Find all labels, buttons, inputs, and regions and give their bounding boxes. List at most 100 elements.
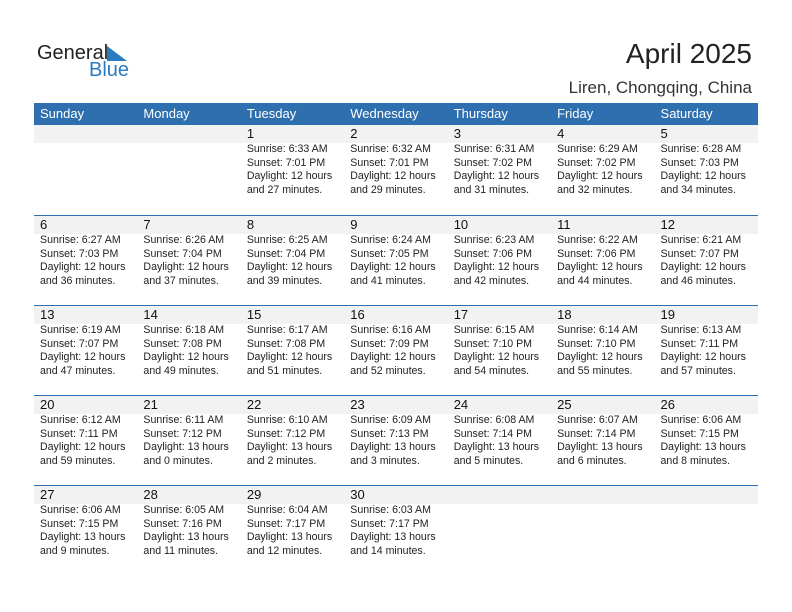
daylight2-text: and 32 minutes. xyxy=(557,183,633,196)
daylight1-text: Daylight: 12 hours xyxy=(557,261,643,274)
day-cell: 27 Sunrise: 6:06 AM Sunset: 7:15 PM Dayligh… xyxy=(34,486,137,558)
daylight2-text: and 52 minutes. xyxy=(350,364,426,377)
date-strip xyxy=(34,216,758,234)
day-number: 23 xyxy=(350,397,365,412)
sunrise-text: Sunrise: 6:14 AM xyxy=(557,324,638,336)
daylight1-text: Daylight: 12 hours xyxy=(660,351,746,364)
day-cell: 10 Sunrise: 6:23 AM Sunset: 7:06 PM Dayligh… xyxy=(448,216,551,288)
day-number: 20 xyxy=(40,397,55,412)
daylight2-text: and 57 minutes. xyxy=(660,364,736,377)
daylight2-text: and 44 minutes. xyxy=(557,274,633,287)
page-title: April 2025 xyxy=(625,38,752,69)
sunrise-text: Sunrise: 6:07 AM xyxy=(557,414,638,426)
logo: General Blue xyxy=(37,42,132,82)
sunrise-text: Sunrise: 6:08 AM xyxy=(453,414,535,426)
weekday-monday: Monday xyxy=(143,106,190,121)
day-cell: 13 Sunrise: 6:19 AM Sunset: 7:07 PM Dayligh… xyxy=(34,306,137,378)
daylight1-text: Daylight: 12 hours xyxy=(350,261,436,274)
day-number: 18 xyxy=(557,307,572,322)
day-cell: 17 Sunrise: 6:15 AM Sunset: 7:10 PM Dayligh… xyxy=(448,306,551,378)
sunrise-text: Sunrise: 6:03 AM xyxy=(350,504,431,516)
sunrise-text: Sunrise: 6:05 AM xyxy=(143,504,225,516)
weekday-thursday: Thursday xyxy=(453,106,508,121)
day-number: 4 xyxy=(557,126,565,141)
daylight1-text: Daylight: 12 hours xyxy=(143,351,229,364)
sunrise-text: Sunrise: 6:23 AM xyxy=(453,234,535,246)
daylight2-text: and 14 minutes. xyxy=(350,544,426,557)
day-cell: 16 Sunrise: 6:16 AM Sunset: 7:09 PM Dayligh… xyxy=(344,306,447,378)
daylight2-text: and 37 minutes. xyxy=(143,274,219,287)
weekday-wednesday: Wednesday xyxy=(350,106,419,121)
empty-cell xyxy=(137,125,240,197)
daylight2-text: and 36 minutes. xyxy=(40,274,116,287)
week-row: 6 Sunrise: 6:27 AM Sunset: 7:03 PM Daylight… xyxy=(34,215,758,305)
sunrise-text: Sunrise: 6:18 AM xyxy=(143,324,225,336)
sunset-text: Sunset: 7:02 PM xyxy=(557,156,636,169)
day-number: 22 xyxy=(246,397,262,412)
sunset-text: Sunset: 7:01 PM xyxy=(350,156,429,169)
daylight2-text: and 55 minutes. xyxy=(557,364,633,377)
sunrise-text: Sunrise: 6:32 AM xyxy=(350,143,431,155)
sunrise-text: Sunrise: 6:12 AM xyxy=(40,414,121,426)
sunrise-text: Sunrise: 6:16 AM xyxy=(350,324,431,336)
daylight2-text: and 8 minutes. xyxy=(660,454,731,467)
sunset-text: Sunset: 7:04 PM xyxy=(246,247,326,260)
daylight1-text: Daylight: 13 hours xyxy=(40,531,126,544)
day-number: 6 xyxy=(40,217,48,232)
day-number: 15 xyxy=(246,307,262,322)
day-number: 19 xyxy=(660,307,675,322)
day-cell: 6 Sunrise: 6:27 AM Sunset: 7:03 PM Daylight… xyxy=(34,216,137,288)
sunrise-text: Sunrise: 6:22 AM xyxy=(557,234,638,246)
sunset-text: Sunset: 7:11 PM xyxy=(40,427,118,440)
weekday-header: Sunday Monday Tuesday Wednesday Thursday Frid… xyxy=(34,103,758,125)
day-number: 24 xyxy=(453,397,469,412)
day-cell: 18 Sunrise: 6:14 AM Sunset: 7:10 PM Dayligh… xyxy=(551,306,654,378)
day-cell: 8 Sunrise: 6:25 AM Sunset: 7:04 PM Daylight… xyxy=(241,216,344,288)
daylight2-text: and 3 minutes. xyxy=(350,454,420,467)
location: Liren, Chongqing, China xyxy=(568,78,752,97)
weekday-friday: Friday xyxy=(557,106,594,121)
logo-blue: Blue xyxy=(89,59,130,81)
daylight1-text: Daylight: 12 hours xyxy=(143,261,229,274)
daylight1-text: Daylight: 13 hours xyxy=(350,441,436,454)
daylight1-text: Daylight: 12 hours xyxy=(453,351,540,364)
sunset-text: Sunset: 7:12 PM xyxy=(246,427,326,440)
sunset-text: Sunset: 7:08 PM xyxy=(143,337,222,350)
daylight1-text: Daylight: 12 hours xyxy=(40,441,126,454)
daylight2-text: and 27 minutes. xyxy=(246,183,323,196)
sunset-text: Sunset: 7:02 PM xyxy=(453,156,533,169)
sunrise-text: Sunrise: 6:06 AM xyxy=(40,504,121,516)
day-cell: 9 Sunrise: 6:24 AM Sunset: 7:05 PM Daylight… xyxy=(344,216,447,288)
sunrise-text: Sunrise: 6:13 AM xyxy=(660,324,742,336)
sunset-text: Sunset: 7:14 PM xyxy=(453,427,533,440)
logo-triangle-icon xyxy=(107,46,127,61)
logo-general: General xyxy=(37,42,109,64)
day-cell: 29 Sunrise: 6:04 AM Sunset: 7:17 PM Dayligh… xyxy=(241,486,344,558)
day-cell: 30 Sunrise: 6:03 AM Sunset: 7:17 PM Dayligh… xyxy=(344,486,447,558)
sunrise-text: Sunrise: 6:24 AM xyxy=(350,234,431,246)
sunset-text: Sunset: 7:04 PM xyxy=(143,247,222,260)
daylight2-text: and 54 minutes. xyxy=(453,364,530,377)
sunrise-text: Sunrise: 6:11 AM xyxy=(143,414,224,426)
week-row: 1 Sunrise: 6:33 AM Sunset: 7:01 PM Daylight… xyxy=(34,125,758,215)
date-strip xyxy=(34,306,758,324)
daylight2-text: and 31 minutes. xyxy=(453,183,530,196)
daylight1-text: Daylight: 12 hours xyxy=(557,351,643,364)
sunrise-text: Sunrise: 6:17 AM xyxy=(246,324,328,336)
daylight2-text: and 51 minutes. xyxy=(246,364,323,377)
daylight1-text: Daylight: 12 hours xyxy=(40,351,126,364)
sunrise-text: Sunrise: 6:28 AM xyxy=(660,143,742,155)
daylight1-text: Daylight: 12 hours xyxy=(350,170,436,183)
day-cell: 11 Sunrise: 6:22 AM Sunset: 7:06 PM Dayligh… xyxy=(551,216,654,288)
daylight2-text: and 49 minutes. xyxy=(143,364,219,377)
day-cell: 25 Sunrise: 6:07 AM Sunset: 7:14 PM Dayligh… xyxy=(551,396,654,468)
day-number: 1 xyxy=(246,126,255,141)
sunset-text: Sunset: 7:15 PM xyxy=(40,517,119,530)
sunrise-text: Sunrise: 6:04 AM xyxy=(246,504,328,516)
day-number: 25 xyxy=(557,397,572,412)
sunset-text: Sunset: 7:03 PM xyxy=(660,156,739,169)
day-cell: 21 Sunrise: 6:11 AM Sunset: 7:12 PM Dayligh… xyxy=(137,396,240,468)
day-cell: 19 Sunrise: 6:13 AM Sunset: 7:11 PM Dayligh… xyxy=(655,306,758,378)
daylight1-text: Daylight: 12 hours xyxy=(453,261,540,274)
week-row: 20 Sunrise: 6:12 AM Sunset: 7:11 PM Dayligh… xyxy=(34,395,758,485)
